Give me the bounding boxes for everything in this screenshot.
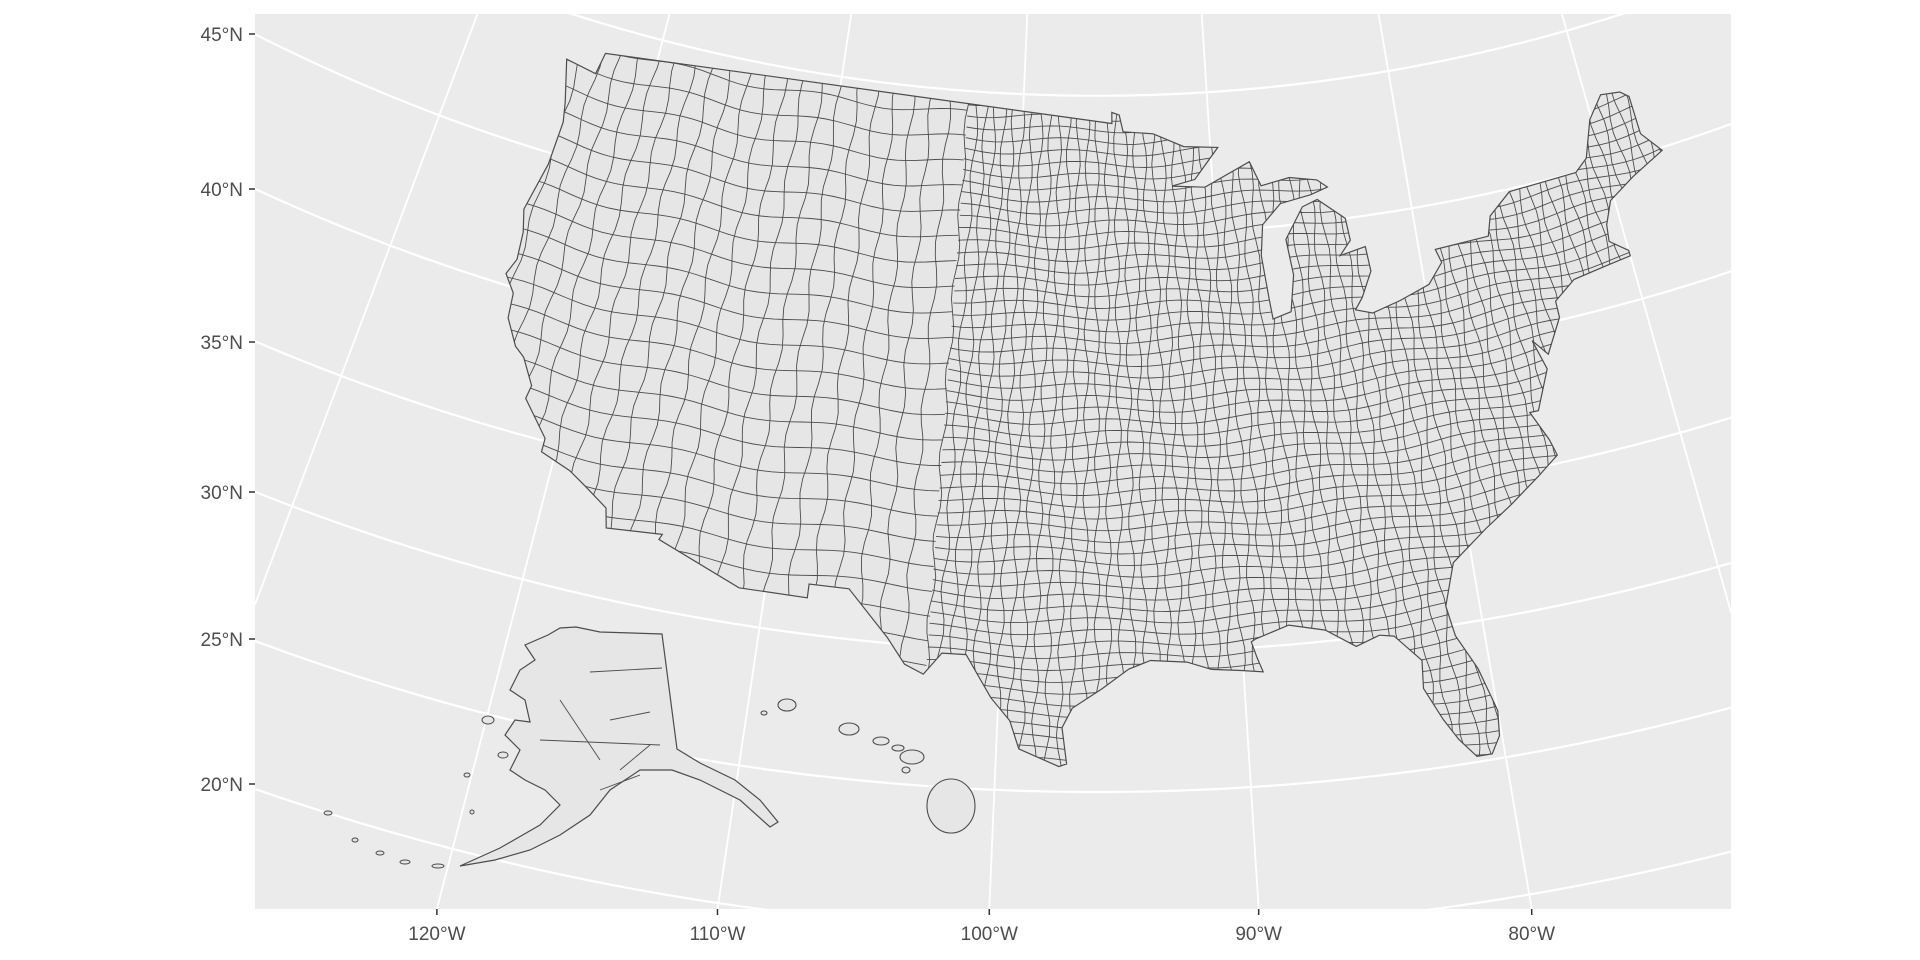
y-tick-label-25n: 25°N xyxy=(201,630,243,651)
y-tick-label-20n: 20°N xyxy=(201,775,243,796)
hawaii-island xyxy=(777,698,797,712)
county-line xyxy=(1068,95,1081,767)
county-line xyxy=(1590,53,1663,718)
county-line xyxy=(506,298,947,390)
x-tick-label-110w: 110°W xyxy=(690,924,746,945)
hawaii-island xyxy=(926,778,976,834)
parallel-25n xyxy=(255,639,1731,794)
x-axis: 120°W 110°W 100°W 90°W 80°W xyxy=(408,909,1555,945)
alaska-shape xyxy=(459,626,779,867)
county-line xyxy=(553,80,964,162)
x-tick-label-120w: 120°W xyxy=(408,924,465,945)
borough-line xyxy=(609,711,651,721)
hawaii-island xyxy=(901,766,911,774)
county-line xyxy=(1017,94,1044,767)
borough-line xyxy=(619,744,651,771)
contiguous-us-outline xyxy=(505,52,1664,768)
alaska-island xyxy=(399,859,411,865)
alaska-island xyxy=(463,772,471,778)
y-axis: 45°N 40°N 35°N 30°N 25°N 20°N xyxy=(201,25,255,796)
parallel-50n xyxy=(568,14,1626,97)
county-line xyxy=(538,128,961,212)
parallel-20n xyxy=(1425,850,1731,909)
county-line xyxy=(1603,53,1663,713)
county-line xyxy=(1043,95,1062,767)
meridian-130w xyxy=(255,14,479,605)
county-line xyxy=(955,187,1663,286)
county-line xyxy=(506,273,949,365)
county-line xyxy=(506,347,944,441)
county-line xyxy=(1054,95,1072,767)
y-tick-label-40n: 40°N xyxy=(201,180,243,201)
county-line xyxy=(523,176,957,263)
county-line xyxy=(953,210,1663,309)
alaska-inset xyxy=(323,626,779,869)
county-line xyxy=(506,322,946,416)
county-line xyxy=(530,152,959,238)
county-line xyxy=(1575,53,1663,725)
borough-line xyxy=(599,774,641,791)
parallel-20n xyxy=(255,787,769,909)
county-line xyxy=(1584,53,1663,720)
hawaii-island xyxy=(872,736,890,746)
county-line xyxy=(561,56,966,136)
alaska-island xyxy=(497,751,509,759)
borough-line xyxy=(559,699,601,761)
county-line xyxy=(1028,95,1054,767)
y-tick-label-35n: 35°N xyxy=(201,333,243,354)
alaska-island xyxy=(351,837,359,843)
meridian-70w xyxy=(1561,14,1731,613)
county-line xyxy=(506,249,951,339)
x-tick-label-100w: 100°W xyxy=(961,924,1018,945)
county-line xyxy=(956,163,1663,262)
x-tick-label-90w: 90°W xyxy=(1235,924,1282,945)
county-line xyxy=(957,151,1663,251)
county-line xyxy=(546,104,963,187)
alaska-island xyxy=(375,850,385,856)
hawaii-island xyxy=(760,710,768,716)
county-line xyxy=(506,53,645,736)
county-line xyxy=(928,526,1663,648)
alaska-island xyxy=(323,810,333,816)
y-tick-label-45n: 45°N xyxy=(201,25,243,46)
county-line xyxy=(956,175,1663,274)
y-tick-label-30n: 30°N xyxy=(201,483,243,504)
hawaii-inset xyxy=(760,698,976,834)
borough-line xyxy=(589,667,663,673)
county-line xyxy=(1565,53,1663,727)
county-line xyxy=(952,222,1663,321)
x-tick-label-80w: 80°W xyxy=(1508,924,1555,945)
alaska-island xyxy=(469,809,475,815)
hawaii-island xyxy=(838,722,860,736)
county-line xyxy=(954,199,1663,298)
alaska-island xyxy=(481,715,495,725)
alaska-island xyxy=(431,863,445,869)
county-line xyxy=(515,200,955,289)
county-line xyxy=(568,53,968,111)
hawaii-island xyxy=(899,749,925,765)
county-line xyxy=(951,232,1663,333)
borough-line xyxy=(539,739,661,746)
county-line xyxy=(508,224,953,314)
hawaii-island xyxy=(891,744,905,752)
county-line xyxy=(506,371,942,466)
